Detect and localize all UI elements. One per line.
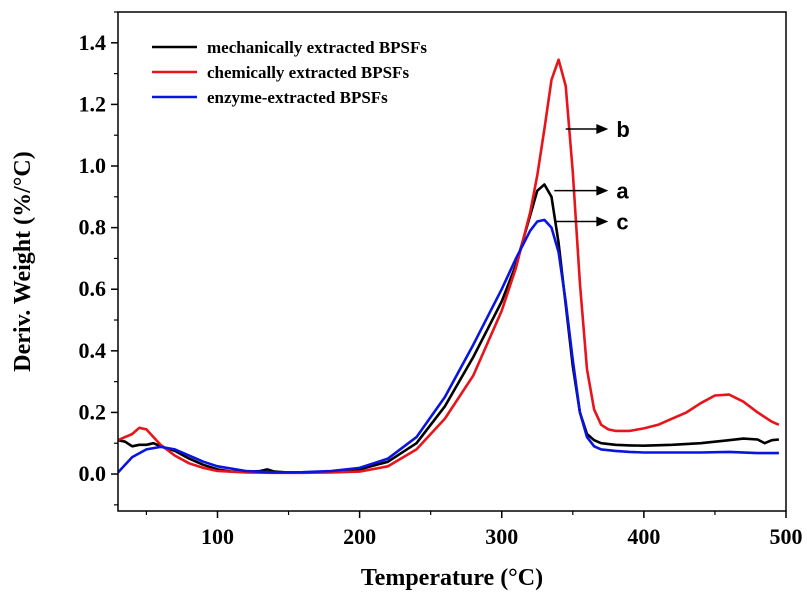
x-tick-label: 200 (343, 524, 376, 549)
legend-label-2: chemically extracted BPSFs (207, 63, 409, 82)
annotation-label-c: c (616, 209, 628, 234)
annotations: b ac (554, 117, 630, 234)
annotation-arrowhead-a (596, 185, 609, 196)
series-line-2 (118, 58, 780, 475)
y-tick-label: 0.2 (79, 399, 107, 424)
legend-label-1: mechanically extracted BPSFs (207, 38, 427, 57)
annotation-label-b: b (616, 117, 629, 142)
x-tick-label: 500 (770, 524, 803, 549)
x-tick-label: 400 (627, 524, 660, 549)
x-tick-label: 300 (485, 524, 518, 549)
annotation-label-a: a (616, 179, 629, 204)
axes (111, 11, 787, 518)
y-axis-title: Deriv. Weight (%/°C) (10, 151, 36, 371)
y-tick-label: 1.0 (79, 153, 107, 178)
y-tick-label: 0.4 (79, 338, 107, 363)
tick-labels: 100 200 300 400 500 0.0 0.2 0.4 0.6 0.8 1.0 1.2 1.4 (79, 30, 803, 549)
series-line-3 (118, 218, 779, 474)
y-tick-label: 0.6 (79, 276, 107, 301)
x-tick-label: 100 (201, 524, 234, 549)
annotation-arrowhead-b (596, 124, 609, 135)
legend: mechanically extracted BPSFs chemically e… (152, 38, 427, 107)
annotation-arrowhead-c (596, 216, 609, 227)
plot-frame (117, 11, 787, 512)
y-tick-label: 0.0 (79, 461, 107, 486)
y-tick-label: 0.8 (79, 215, 107, 240)
series-line-1 (118, 183, 780, 474)
legend-label-3: enzyme-extracted BPSFs (207, 88, 388, 107)
plot-area (118, 58, 780, 475)
y-tick-label: 1.2 (79, 91, 107, 116)
x-axis-title: Temperature (°C) (361, 565, 543, 591)
y-tick-label: 1.4 (79, 30, 107, 55)
